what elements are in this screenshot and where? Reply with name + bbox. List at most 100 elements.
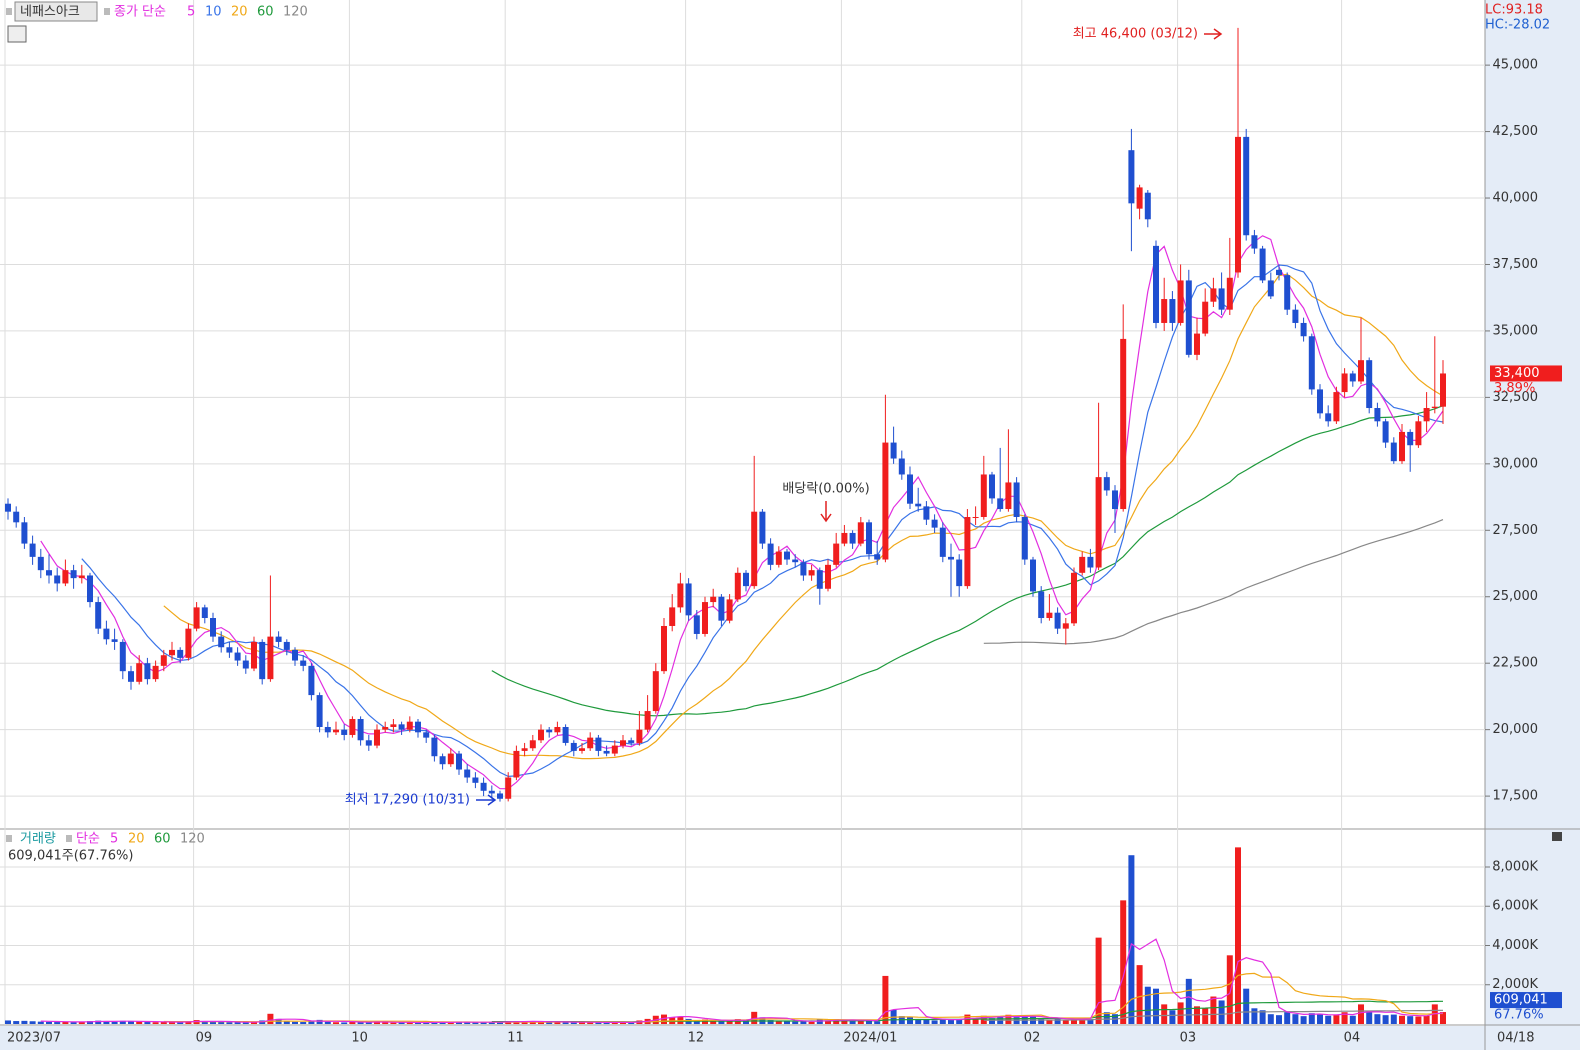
- volume-bar: [521, 1021, 528, 1024]
- volume-bar: [1087, 1019, 1094, 1024]
- volume-bar: [693, 1020, 700, 1024]
- volume-bar: [218, 1022, 225, 1024]
- candle-body: [529, 740, 536, 749]
- volume-bar: [931, 1020, 938, 1024]
- y-tick-label: 8,000K: [1492, 859, 1538, 874]
- table-icon[interactable]: [7, 25, 27, 43]
- volume-bar: [1292, 1014, 1299, 1024]
- legend-entry: 20: [231, 5, 248, 20]
- candle-body: [775, 551, 782, 565]
- candle-body: [734, 572, 741, 600]
- close-button[interactable]: [1552, 832, 1562, 841]
- y-tick-label: 17,500: [1493, 789, 1539, 804]
- volume-bar: [62, 1021, 69, 1024]
- volume-bar: [1218, 1000, 1225, 1024]
- candle-body: [1399, 431, 1405, 462]
- last-volume-flag: [1490, 992, 1562, 1009]
- volume-bar: [1284, 1012, 1291, 1024]
- y-tick-label: 30,000: [1493, 456, 1539, 471]
- candle-body: [177, 649, 184, 658]
- candle-body: [611, 745, 618, 754]
- volume-bar: [1202, 1008, 1209, 1024]
- legend-label: 종가 단순: [114, 5, 166, 20]
- volume-bar: [1235, 847, 1241, 1024]
- volume-bar: [775, 1020, 782, 1024]
- ma-line: [40, 235, 1444, 790]
- candle-body: [37, 556, 44, 571]
- candle-body: [488, 790, 495, 794]
- candle-body: [898, 458, 905, 475]
- volume-bar: [587, 1022, 594, 1024]
- volume-bar: [251, 1021, 257, 1024]
- volume-bar: [78, 1021, 85, 1024]
- volume-bar: [1423, 1015, 1430, 1024]
- volume-bar: [1095, 937, 1102, 1024]
- x-tick-label: 2023/07: [7, 1031, 61, 1046]
- candle-body: [62, 570, 69, 584]
- candle-body: [603, 750, 610, 754]
- symbol-box[interactable]: [14, 1, 98, 22]
- volume-bar: [710, 1021, 717, 1024]
- volume-bar: [169, 1022, 175, 1024]
- volume-bar: [390, 1022, 397, 1024]
- volume-bar: [234, 1022, 241, 1024]
- candle-body: [185, 628, 192, 658]
- volume-bar: [1136, 965, 1143, 1024]
- volume-bar: [1153, 988, 1159, 1024]
- volume-bar: [562, 1022, 569, 1024]
- y-tick-label: 20,000: [1493, 722, 1539, 737]
- volume-bar: [1374, 1014, 1381, 1024]
- y-tick-label: 4,000K: [1492, 938, 1538, 953]
- y-tick-label: 6,000K: [1492, 899, 1538, 914]
- volume-bar: [177, 1022, 184, 1024]
- candle-body: [251, 641, 257, 669]
- candle-body: [1415, 421, 1422, 446]
- candle-body: [923, 506, 930, 520]
- candle-body: [562, 726, 569, 743]
- candle-body: [1349, 373, 1356, 382]
- candle-body: [521, 748, 528, 751]
- candle-body: [1169, 299, 1176, 323]
- candle-body: [283, 641, 290, 650]
- candle-body: [800, 562, 807, 576]
- volume-bar: [1267, 1014, 1274, 1024]
- candle-body: [398, 724, 405, 730]
- candle-body: [759, 511, 766, 544]
- volume-bar: [464, 1022, 471, 1024]
- candle-body: [406, 721, 413, 730]
- volume-bar: [1333, 1015, 1340, 1024]
- candle-body: [1185, 280, 1192, 355]
- candle-body: [95, 602, 102, 629]
- candle-body: [275, 636, 282, 642]
- volume-bar: [1276, 1015, 1282, 1024]
- volume-bar: [210, 1021, 216, 1024]
- y-tick-label: 22,500: [1493, 656, 1539, 671]
- candle-body: [554, 726, 561, 733]
- candle-body: [652, 671, 659, 712]
- y-tick-label: 35,000: [1493, 323, 1539, 338]
- candle-body: [915, 503, 922, 507]
- candle-body: [1136, 187, 1143, 209]
- volume-bar: [1399, 1015, 1405, 1024]
- candle-body: [1062, 623, 1069, 629]
- volume-bar: [70, 1022, 77, 1024]
- legend-entry: 60: [154, 832, 171, 847]
- candle-body: [259, 641, 266, 680]
- volume-bar: [1390, 1014, 1397, 1024]
- volume-bar: [1251, 1008, 1258, 1024]
- candle-body: [1202, 301, 1209, 334]
- x-tick-label: 09: [196, 1031, 213, 1046]
- overlay: 네패스아크 LC:93.18 HC:-28.02 최고 46,400 (03/1…: [6, 1, 1562, 1046]
- candle-body: [939, 527, 946, 557]
- candle-body: [13, 511, 20, 523]
- candle-body: [546, 729, 553, 733]
- candle-body: [505, 777, 512, 799]
- candle-body: [456, 753, 462, 770]
- candle-body: [702, 602, 708, 634]
- volume-bar: [546, 1022, 553, 1024]
- candle-body: [874, 554, 881, 560]
- volume-bar: [1243, 988, 1250, 1024]
- volume-bar: [95, 1020, 102, 1024]
- volume-bar: [136, 1021, 143, 1024]
- candle-body: [382, 726, 389, 730]
